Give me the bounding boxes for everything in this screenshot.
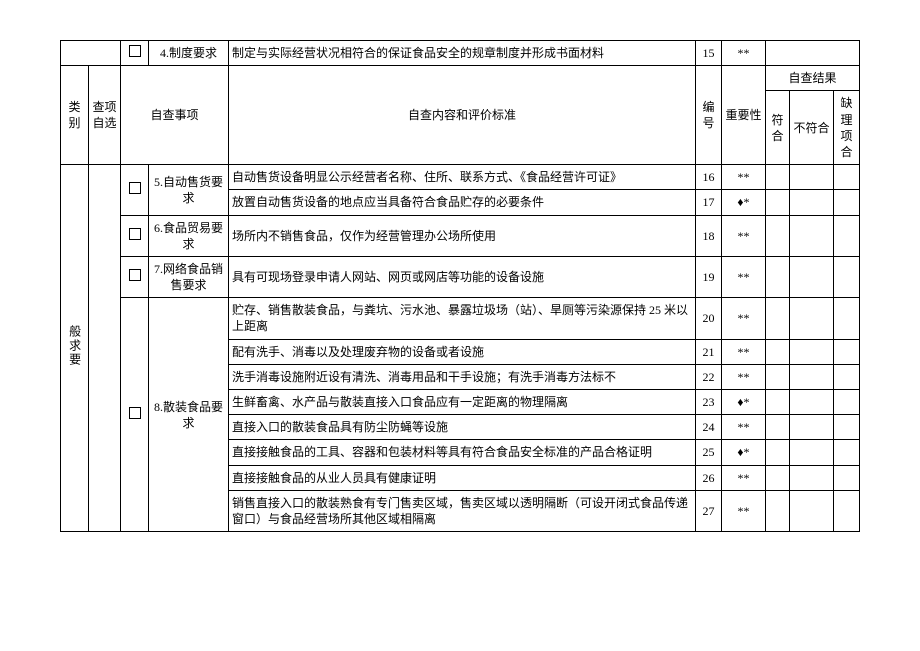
table-row: 般求要 5.自动售货要求 自动售货设备明显公示经营者名称、住所、联系方式、《食品… — [61, 165, 860, 190]
number-cell: 17 — [695, 190, 721, 215]
table-row: 7.网络食品销售要求 具有可现场登录申请人网站、网页或网店等功能的设备设施 19… — [61, 256, 860, 297]
checkbox-icon — [129, 269, 141, 281]
header-importance: 重要性 — [721, 66, 765, 165]
number-cell: 15 — [695, 41, 721, 66]
criterion-cell: 场所内不销售食品，仅作为经营管理办公场所使用 — [229, 215, 696, 256]
criterion-cell: 贮存、销售散装食品，与粪坑、污水池、暴露垃圾场（站）、旱厕等污染源保持 25 米… — [229, 298, 696, 339]
checkbox-cell — [121, 215, 149, 256]
table-row: 8.散装食品要求 贮存、销售散装食品，与粪坑、污水池、暴露垃圾场（站）、旱厕等污… — [61, 298, 860, 339]
number-cell: 24 — [695, 415, 721, 440]
header-row: 类别 查项自选 自查事项 自查内容和评价标准 编号 重要性 自查结果 — [61, 66, 860, 91]
importance-cell: ♦* — [721, 390, 765, 415]
inspection-item-cell: 6.食品贸易要求 — [149, 215, 229, 256]
importance-cell: ** — [721, 339, 765, 364]
table-row: 4.制度要求 制定与实际经营状况相符合的保证食品安全的规章制度并形成书面材料 1… — [61, 41, 860, 66]
importance-cell: ** — [721, 256, 765, 297]
header-self-select: 查项自选 — [89, 66, 121, 165]
header-inspection-item: 自查事项 — [121, 66, 229, 165]
table-row: 6.食品贸易要求 场所内不销售食品，仅作为经营管理办公场所使用 18 ** — [61, 215, 860, 256]
checkbox-cell — [121, 165, 149, 215]
number-cell: 20 — [695, 298, 721, 339]
checkbox-icon — [129, 182, 141, 194]
number-cell: 22 — [695, 364, 721, 389]
header-pass: 符合 — [765, 91, 789, 165]
criterion-cell: 生鲜畜禽、水产品与散装直接入口食品应有一定距离的物理隔离 — [229, 390, 696, 415]
importance-cell: ** — [721, 41, 765, 66]
inspection-item-cell: 4.制度要求 — [149, 41, 229, 66]
importance-cell: ♦* — [721, 190, 765, 215]
inspection-item-cell: 5.自动售货要求 — [149, 165, 229, 215]
number-cell: 27 — [695, 490, 721, 531]
criterion-cell: 直接接触食品的工具、容器和包装材料等具有符合食品安全标准的产品合格证明 — [229, 440, 696, 465]
checkbox-cell — [121, 298, 149, 532]
inspection-item-cell: 8.散装食品要求 — [149, 298, 229, 532]
number-cell: 25 — [695, 440, 721, 465]
importance-cell: ** — [721, 490, 765, 531]
criterion-cell: 直接入口的散装食品具有防尘防蝇等设施 — [229, 415, 696, 440]
importance-cell: ** — [721, 364, 765, 389]
number-cell: 18 — [695, 215, 721, 256]
criterion-cell: 直接接触食品的从业人员具有健康证明 — [229, 465, 696, 490]
importance-cell: ** — [721, 215, 765, 256]
criterion-cell: 销售直接入口的散装熟食有专门售卖区域，售卖区域以透明隔断（可设开闭式食品传递窗口… — [229, 490, 696, 531]
checkbox-icon — [129, 228, 141, 240]
importance-cell: ** — [721, 465, 765, 490]
criterion-cell: 洗手消毒设施附近设有清洗、消毒用品和干手设施；有洗手消毒方法标不 — [229, 364, 696, 389]
importance-cell: ♦* — [721, 440, 765, 465]
header-number: 编号 — [695, 66, 721, 165]
document-page: 4.制度要求 制定与实际经营状况相符合的保证食品安全的规章制度并形成书面材料 1… — [0, 0, 920, 651]
criterion-cell: 配有洗手、消毒以及处理废弃物的设备或者设施 — [229, 339, 696, 364]
header-missing: 缺理项合 — [833, 91, 859, 165]
number-cell: 26 — [695, 465, 721, 490]
checkbox-icon — [129, 45, 141, 57]
number-cell: 16 — [695, 165, 721, 190]
number-cell: 21 — [695, 339, 721, 364]
inspection-table: 4.制度要求 制定与实际经营状况相符合的保证食品安全的规章制度并形成书面材料 1… — [60, 40, 860, 532]
header-self-result: 自查结果 — [765, 66, 859, 91]
criterion-cell: 放置自动售货设备的地点应当具备符合食品贮存的必要条件 — [229, 190, 696, 215]
category-cell: 般求要 — [61, 165, 89, 532]
checkbox-cell — [121, 256, 149, 297]
number-cell: 19 — [695, 256, 721, 297]
criterion-cell: 具有可现场登录申请人网站、网页或网店等功能的设备设施 — [229, 256, 696, 297]
importance-cell: ** — [721, 415, 765, 440]
checkbox-icon — [129, 407, 141, 419]
importance-cell: ** — [721, 298, 765, 339]
criterion-cell: 自动售货设备明显公示经营者名称、住所、联系方式、《食品经营许可证》 — [229, 165, 696, 190]
criterion-cell: 制定与实际经营状况相符合的保证食品安全的规章制度并形成书面材料 — [229, 41, 696, 66]
checkbox-cell — [121, 41, 149, 66]
number-cell: 23 — [695, 390, 721, 415]
header-category: 类别 — [61, 66, 89, 165]
inspection-item-cell: 7.网络食品销售要求 — [149, 256, 229, 297]
header-fail: 不符合 — [789, 91, 833, 165]
importance-cell: ** — [721, 165, 765, 190]
header-criteria: 自查内容和评价标准 — [229, 66, 696, 165]
